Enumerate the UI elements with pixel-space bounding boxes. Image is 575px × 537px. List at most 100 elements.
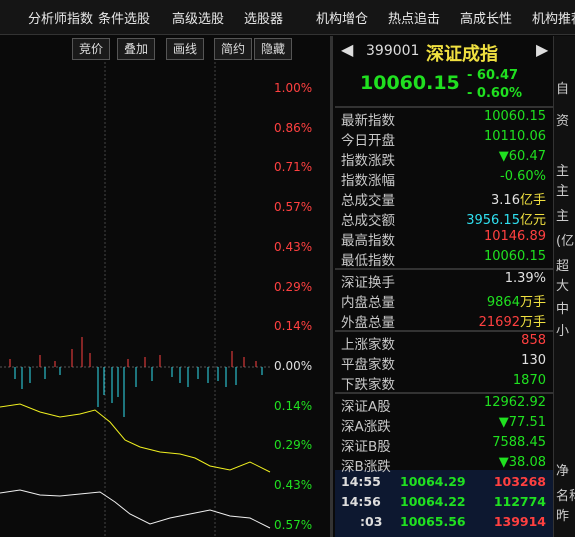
axis-label: 1.00% [274, 81, 313, 95]
side-label: 超 [556, 259, 570, 274]
stat-number: -0.60% [500, 169, 546, 184]
separator [335, 330, 553, 332]
stat-number: 10146.89 [483, 229, 546, 244]
axis-label: 0.29% [274, 279, 313, 294]
stat-label: 最低指数 [341, 253, 395, 269]
stat-label: 内盘总量 [341, 295, 395, 311]
divider [330, 36, 333, 537]
stat-number: 3.16 [491, 193, 520, 208]
toolbar-button[interactable]: 简约 [214, 38, 253, 60]
stat-value: 10110.06 [484, 129, 546, 144]
tick-cell: 10065.56 [400, 514, 466, 529]
stat-label: 最新指数 [341, 113, 395, 129]
toolbar-button[interactable]: 叠加 [117, 38, 156, 60]
stat-number: 12962.92 [483, 395, 546, 410]
stat-number: 1870 [512, 373, 546, 388]
tick-panel [335, 470, 553, 537]
menu-item[interactable]: 选股器 [244, 12, 284, 27]
stat-label: 深证换手 [341, 275, 395, 291]
stat-value: 3956.15亿元 [466, 209, 546, 228]
stat-number: 10110.06 [483, 129, 546, 144]
quote-change: - 60.47 [467, 68, 519, 83]
separator [335, 392, 553, 394]
stat-value: 12962.92 [484, 395, 546, 410]
stat-value: 1.39% [505, 271, 546, 286]
prev-arrow[interactable]: ◀ [341, 40, 354, 59]
stat-label: 指数涨跌 [341, 153, 395, 169]
stat-value: ▼38.08 [499, 455, 546, 470]
menu-item[interactable]: 高级选股 [172, 12, 225, 27]
stat-label: 指数涨幅 [341, 173, 395, 189]
toolbar-button[interactable]: 画线 [166, 38, 205, 60]
side-label: 净 [556, 464, 570, 479]
stat-label: 平盘家数 [341, 357, 395, 373]
menu-item[interactable]: 高成长性 [460, 12, 513, 27]
quote-price: 10060.15 [360, 72, 460, 94]
tick-cell: 14:55 [341, 474, 381, 489]
axis-label: 0.14% [274, 398, 313, 413]
side-label: 昨 [556, 509, 570, 524]
menu-item[interactable]: 机构增仓 [316, 12, 369, 27]
stat-number: 21692 [478, 315, 520, 330]
stat-value: 1870 [513, 373, 546, 388]
stat-value: ▼60.47 [499, 149, 546, 164]
axis-label: 0.43% [274, 478, 313, 492]
axis-label: 0.86% [274, 120, 313, 135]
stat-label: 深A涨跌 [341, 419, 391, 435]
quote-pct: - 0.60% [467, 86, 523, 101]
stat-number: 130 [521, 353, 546, 368]
stat-unit: 亿手 [519, 193, 546, 208]
side-label: 自 [556, 82, 570, 97]
tick-cell: :03 [360, 514, 383, 529]
stat-label: 总成交额 [341, 213, 395, 229]
stat-label: 总成交量 [341, 193, 395, 209]
stat-number: 858 [521, 333, 546, 348]
tick-cell: 139914 [493, 514, 546, 529]
stat-label: 上涨家数 [341, 337, 395, 353]
menu-bar [0, 0, 575, 35]
side-label: 资 [556, 114, 570, 129]
toolbar-button[interactable]: 隐藏 [254, 38, 293, 60]
side-label: 名称 [556, 489, 575, 504]
axis-label: 0.57% [274, 200, 313, 215]
stat-label: 下跌家数 [341, 377, 395, 393]
stat-number: 3956.15 [466, 213, 520, 228]
side-label: 主 [556, 164, 570, 179]
menu-item[interactable]: 热点追击 [388, 12, 441, 27]
stat-value: 130 [521, 353, 546, 368]
stat-number: ▼38.08 [498, 455, 546, 470]
stat-value: 7588.45 [492, 435, 546, 450]
menu-item[interactable]: 分析师指数 [28, 12, 94, 27]
stat-number: 10060.15 [483, 249, 546, 264]
menu-item[interactable]: 机构推荐 [532, 12, 575, 27]
stat-label: 最高指数 [341, 233, 395, 249]
stat-value: 9864万手 [487, 291, 546, 310]
stat-value: 3.16亿手 [491, 189, 546, 208]
stat-value: 10060.15 [484, 249, 546, 264]
separator [335, 106, 553, 108]
next-arrow[interactable]: ▶ [536, 40, 549, 59]
side-label: 主 [556, 184, 570, 199]
stat-unit: 万手 [519, 315, 546, 330]
stat-value: ▼77.51 [499, 415, 546, 430]
stat-label: 今日开盘 [341, 133, 395, 149]
quote-code: 399001 [366, 43, 420, 59]
stat-unit: 亿元 [519, 213, 546, 228]
side-label: 中 [556, 302, 570, 317]
stat-value: 10060.15 [484, 109, 546, 124]
stat-label: 外盘总量 [341, 315, 395, 331]
stat-number: 1.39% [504, 271, 546, 286]
quote-name: 深证成指 [426, 44, 498, 65]
toolbar-button[interactable]: 竞价 [72, 38, 111, 60]
stat-label: 深证A股 [341, 399, 391, 415]
stat-value: 21692万手 [479, 311, 546, 330]
separator [335, 268, 553, 270]
axis-label: 0.57% [274, 517, 313, 532]
side-label: 大 [556, 279, 570, 294]
stat-number: ▼77.51 [498, 415, 546, 430]
stat-value: 10146.89 [484, 229, 546, 244]
stat-label: 深证B股 [341, 439, 391, 455]
menu-item[interactable]: 条件选股 [98, 12, 151, 27]
stat-value: -0.60% [500, 169, 546, 184]
stat-value: 858 [521, 333, 546, 348]
